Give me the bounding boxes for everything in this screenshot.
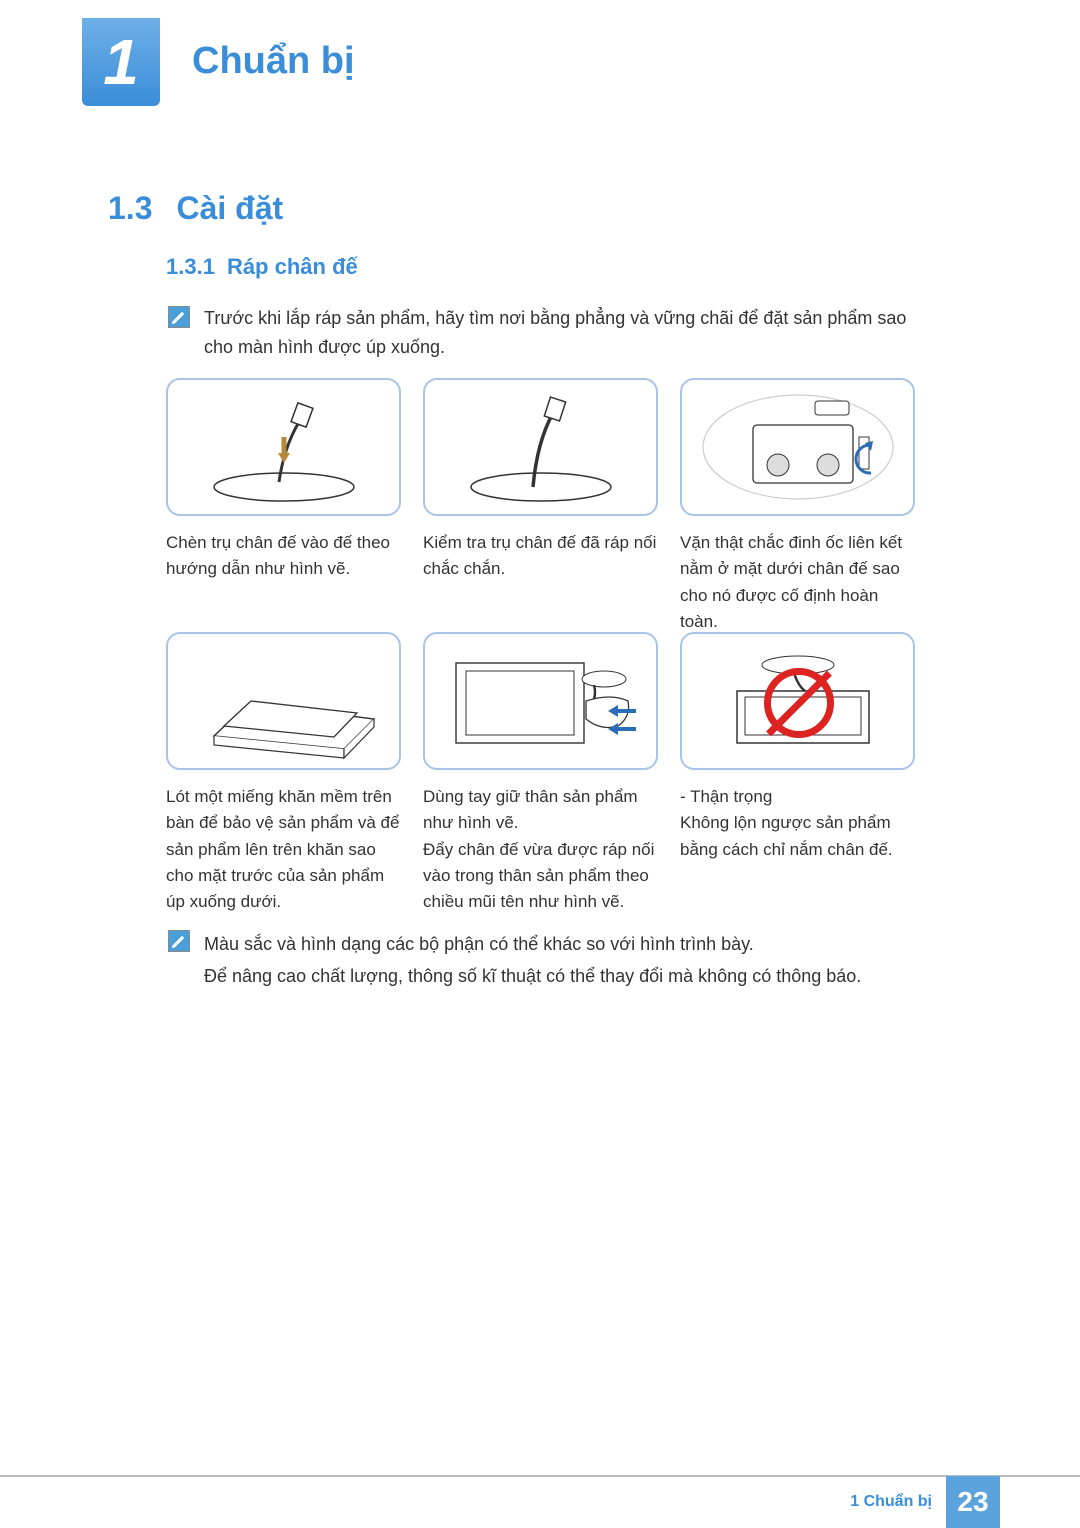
subsection-number: 1.3.1: [166, 254, 215, 279]
step-5: Dùng tay giữ thân sản phẩm như hình vẽ. …: [423, 632, 658, 916]
step-4: Lót một miếng khăn mềm trên bàn để bảo v…: [166, 632, 401, 916]
section-heading: 1.3 Cài đặt: [108, 190, 283, 227]
step-5-illustration: [423, 632, 658, 770]
subsection-heading: 1.3.1 Ráp chân đế: [166, 254, 358, 280]
chapter-tab: 1: [82, 18, 160, 106]
footnote-line-2: Để nâng cao chất lượng, thông số kĩ thuậ…: [204, 960, 924, 992]
step-2: Kiểm tra trụ chân đế đã ráp nối chắc chắ…: [423, 378, 658, 635]
step-2-text: Kiểm tra trụ chân đế đã ráp nối chắc chắ…: [423, 530, 658, 583]
step-1: Chèn trụ chân đế vào đế theo hướng dẫn n…: [166, 378, 401, 635]
section-number: 1.3: [108, 190, 152, 226]
step-4-text: Lót một miếng khăn mềm trên bàn để bảo v…: [166, 784, 401, 916]
step-2-illustration: [423, 378, 658, 516]
footnote-line-1: Màu sắc và hình dạng các bộ phận có thể …: [204, 928, 924, 960]
step-3: Vặn thật chắc đinh ốc liên kết nằm ở mặt…: [680, 378, 915, 635]
chapter-number: 1: [103, 25, 139, 99]
intro-note: Trước khi lắp ráp sản phẩm, hãy tìm nơi …: [204, 304, 924, 362]
steps-row-2: Lót một miếng khăn mềm trên bàn để bảo v…: [166, 632, 915, 916]
chapter-title: Chuẩn bị: [192, 40, 355, 83]
step-6-text: - Thận trọng Không lộn ngược sản phẩm bằ…: [680, 784, 915, 863]
step-4-illustration: [166, 632, 401, 770]
footnote: Màu sắc và hình dạng các bộ phận có thể …: [204, 928, 924, 993]
step-6-illustration: [680, 632, 915, 770]
step-1-text: Chèn trụ chân đế vào đế theo hướng dẫn n…: [166, 530, 401, 583]
step-3-text: Vặn thật chắc đinh ốc liên kết nằm ở mặt…: [680, 530, 915, 635]
step-6: - Thận trọng Không lộn ngược sản phẩm bằ…: [680, 632, 915, 916]
step-3-illustration: [680, 378, 915, 516]
step-1-illustration: [166, 378, 401, 516]
footer-label: 1 Chuẩn bị: [850, 1493, 932, 1511]
steps-row-1: Chèn trụ chân đế vào đế theo hướng dẫn n…: [166, 378, 915, 635]
note-icon: [168, 306, 190, 328]
page-footer: 1 Chuẩn bị 23: [0, 1475, 1080, 1527]
prohibit-icon: [764, 668, 834, 738]
step-5-text: Dùng tay giữ thân sản phẩm như hình vẽ. …: [423, 784, 658, 916]
footer-page-number: 23: [946, 1476, 1000, 1528]
subsection-title: Ráp chân đế: [227, 254, 358, 279]
note-icon: [168, 930, 190, 952]
section-title: Cài đặt: [176, 190, 283, 226]
